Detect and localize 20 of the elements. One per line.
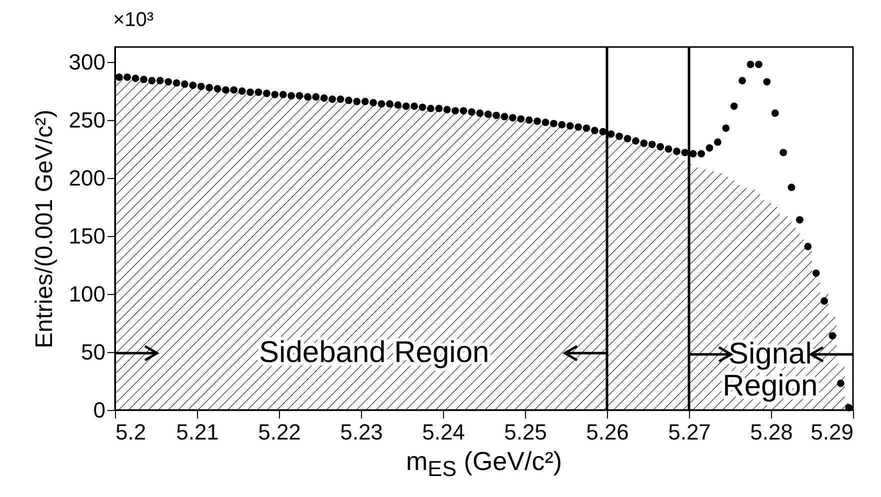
x-tick-label: 5.2	[116, 420, 146, 444]
y-tick-label: 250	[68, 108, 106, 133]
y-axis-title: Entries/(0.001 GeV/c²)	[30, 110, 58, 348]
x-tick-label: 5.28	[750, 420, 793, 444]
x-axis-title: m$_{ES}$ (GeV/c²)	[406, 446, 562, 482]
y-tick-label: 200	[68, 166, 106, 191]
y-tick-label: 150	[68, 224, 106, 249]
y-tick-label: 0	[93, 398, 106, 422]
x-tick-label: 5.22	[258, 420, 301, 444]
x-tick-label: 5.29	[810, 420, 854, 444]
x-tick-label: 5.26	[586, 420, 629, 444]
x-tick-label: 5.27	[668, 420, 711, 444]
text: ×10³	[113, 9, 154, 32]
x-tick-label: 5.24	[422, 420, 465, 444]
x-tick-label: 5.25	[504, 420, 547, 444]
x-tick-label: 5.21	[176, 420, 219, 444]
y-tick-label: 100	[68, 282, 106, 307]
y-tick-label: 300	[68, 50, 106, 75]
y-tick-label: 50	[81, 340, 106, 365]
x-tick-label: 5.23	[340, 420, 383, 444]
